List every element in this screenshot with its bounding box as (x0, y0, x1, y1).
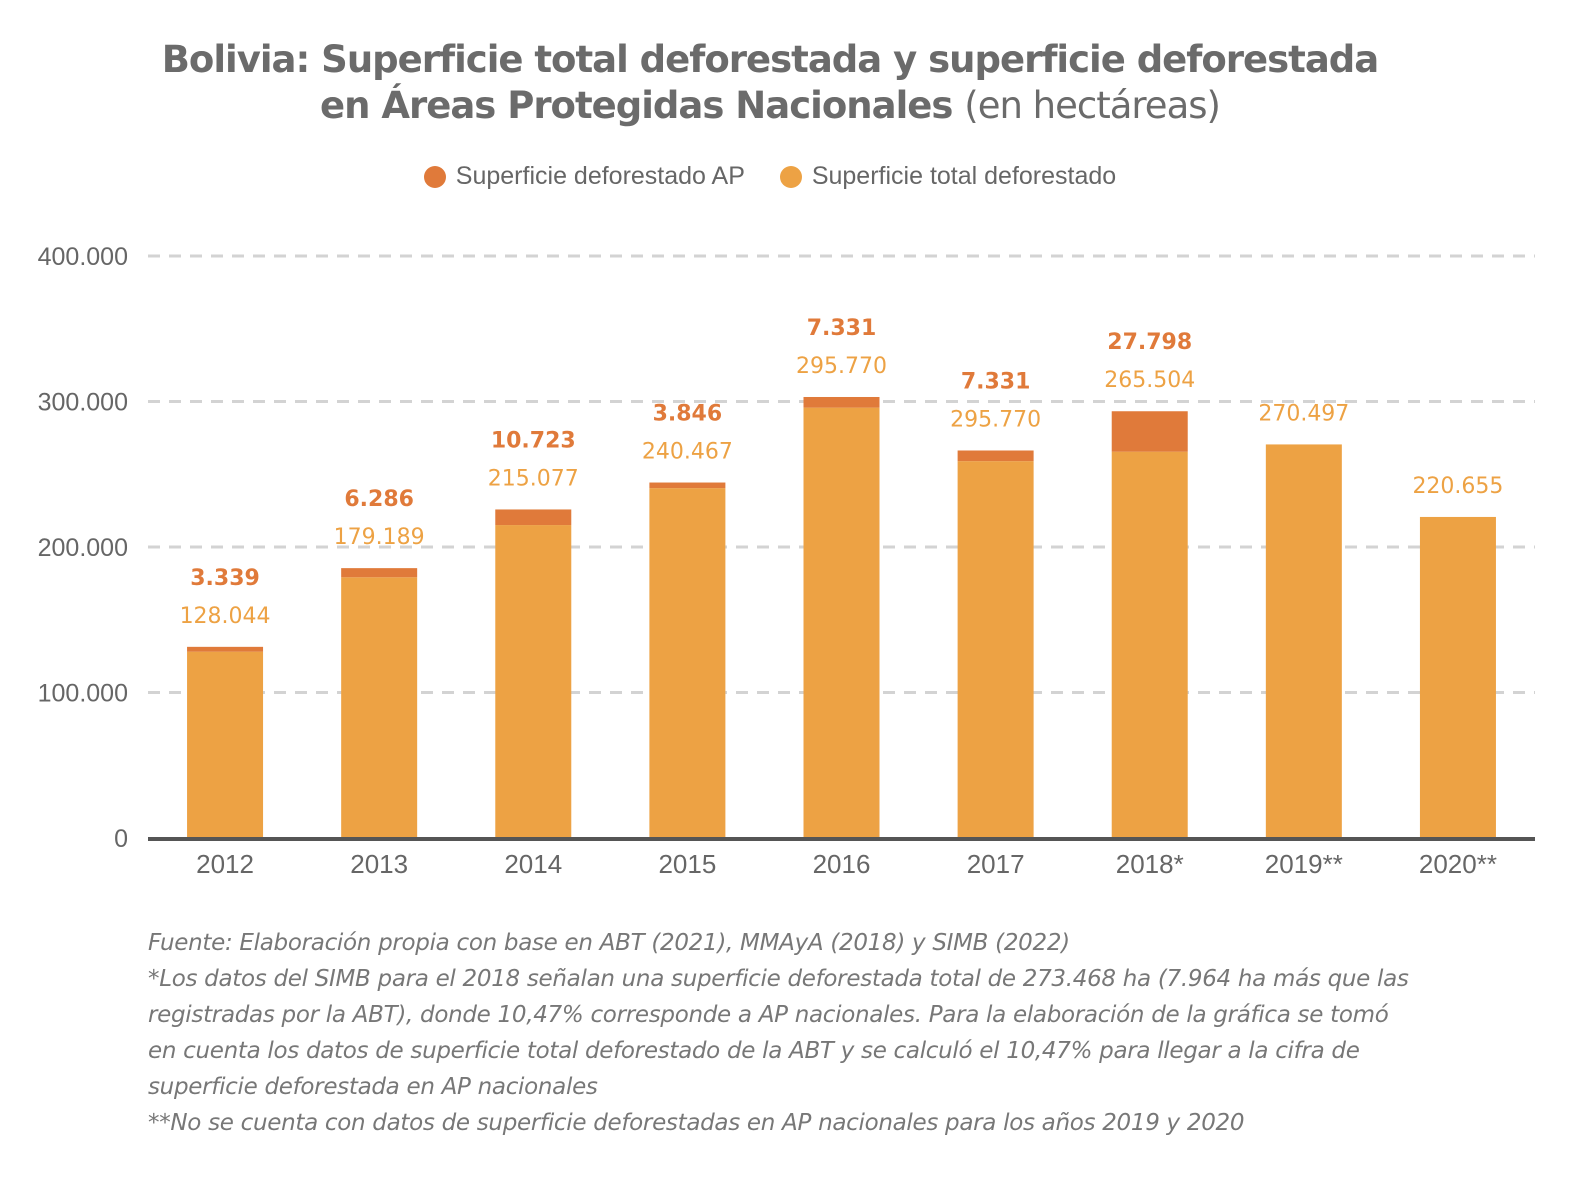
legend-label-total: Superficie total deforestado (811, 162, 1117, 190)
x-tick-label: 2018* (1116, 849, 1184, 879)
data-label-total: 295.770 (950, 407, 1041, 432)
x-tick-label: 2015 (658, 849, 716, 879)
data-label-total: 270.497 (1258, 401, 1349, 426)
x-tick-label: 2020** (1419, 849, 1497, 879)
y-tick-label: 300.000 (38, 389, 128, 417)
x-tick-label: 2017 (967, 849, 1025, 879)
y-tick-label: 200.000 (38, 534, 128, 562)
legend-item-total[interactable]: Superficie total deforestado (779, 162, 1117, 191)
bar-ap[interactable] (649, 482, 726, 489)
bar-total[interactable] (495, 525, 572, 838)
y-axis-ticks: 0 100.000 200.000 300.000 400.000 (38, 243, 128, 853)
legend-swatch-ap (423, 165, 446, 188)
data-label-ap: 10.723 (491, 428, 576, 453)
bar-total[interactable] (341, 577, 418, 838)
data-label-ap: 7.331 (807, 316, 877, 341)
chart-notes: Fuente: Elaboración propia con base en A… (148, 925, 1548, 1141)
data-label-total: 220.655 (1412, 474, 1503, 499)
bar-ap[interactable] (957, 450, 1034, 462)
y-tick-label: 100.000 (38, 680, 128, 708)
data-label-total: 240.467 (642, 440, 733, 465)
y-tick-label: 0 (114, 825, 128, 853)
bar-total[interactable] (649, 488, 726, 838)
chart-plot-area: 0 100.000 200.000 300.000 400.000 128.044 3.3… (38, 243, 1535, 879)
bar-total[interactable] (1111, 451, 1188, 838)
chart-title-bold: en Áreas Protegidas Nacionales (320, 84, 953, 127)
bar-ap[interactable] (803, 396, 880, 408)
bar-ap[interactable] (187, 646, 264, 652)
data-label-total: 215.077 (488, 466, 579, 491)
x-tick-label: 2013 (350, 849, 408, 879)
data-label-ap: 7.331 (961, 369, 1031, 394)
x-tick-label: 2019** (1265, 849, 1343, 879)
data-label-ap: 27.798 (1107, 330, 1192, 355)
bar-ap[interactable] (495, 509, 572, 526)
note-line: en cuenta los datos de superficie total … (148, 1038, 1360, 1064)
bar-ap[interactable] (341, 568, 418, 578)
chart-title-unit: (en hectáreas) (964, 84, 1221, 127)
bar-total[interactable] (187, 651, 264, 838)
x-tick-label: 2012 (196, 849, 254, 879)
data-label-total: 128.044 (180, 604, 271, 629)
data-label-ap: 3.846 (653, 402, 723, 427)
legend-swatch-total (779, 165, 802, 188)
data-label-total: 179.189 (334, 525, 425, 550)
x-tick-label: 2016 (813, 849, 871, 879)
data-label-ap: 6.286 (344, 487, 414, 512)
data-label-total: 295.770 (796, 354, 887, 379)
legend: Superficie deforestado AP Superficie tot… (0, 162, 1540, 195)
data-label-ap: 3.339 (190, 566, 260, 591)
x-axis-ticks: 2012 2013 2014 2015 2016 2017 2018* 2019** 2020*… (196, 849, 1497, 879)
x-tick-label: 2014 (504, 849, 562, 879)
data-labels: 128.044 3.339 179.189 6.286 215.077 10.723 240… (180, 316, 1504, 629)
bars (187, 396, 1496, 838)
note-line: superficie deforestada en AP nacionales (148, 1074, 598, 1100)
data-label-total: 265.504 (1104, 368, 1195, 393)
bar-total[interactable] (803, 407, 880, 838)
note-line: registradas por la ABT), donde 10,47% co… (148, 1002, 1389, 1028)
bar-total[interactable] (1265, 444, 1342, 838)
bar-ap[interactable] (1111, 411, 1188, 452)
bar-total[interactable] (1419, 516, 1496, 838)
note-line: *Los datos del SIMB para el 2018 señalan… (148, 966, 1409, 992)
chart-title-line2: en Áreas Protegidas Nacionales (en hectá… (0, 84, 1540, 127)
legend-item-ap[interactable]: Superficie deforestado AP (423, 162, 745, 191)
bar-total[interactable] (957, 461, 1034, 838)
chart-title-line1: Bolivia: Superficie total deforestada y … (161, 38, 1380, 81)
legend-label-ap: Superficie deforestado AP (455, 162, 745, 190)
y-tick-label: 400.000 (38, 243, 128, 271)
note-line: **No se cuenta con datos de superficie d… (148, 1110, 1245, 1136)
note-source: Fuente: Elaboración propia con base en A… (148, 930, 1070, 956)
